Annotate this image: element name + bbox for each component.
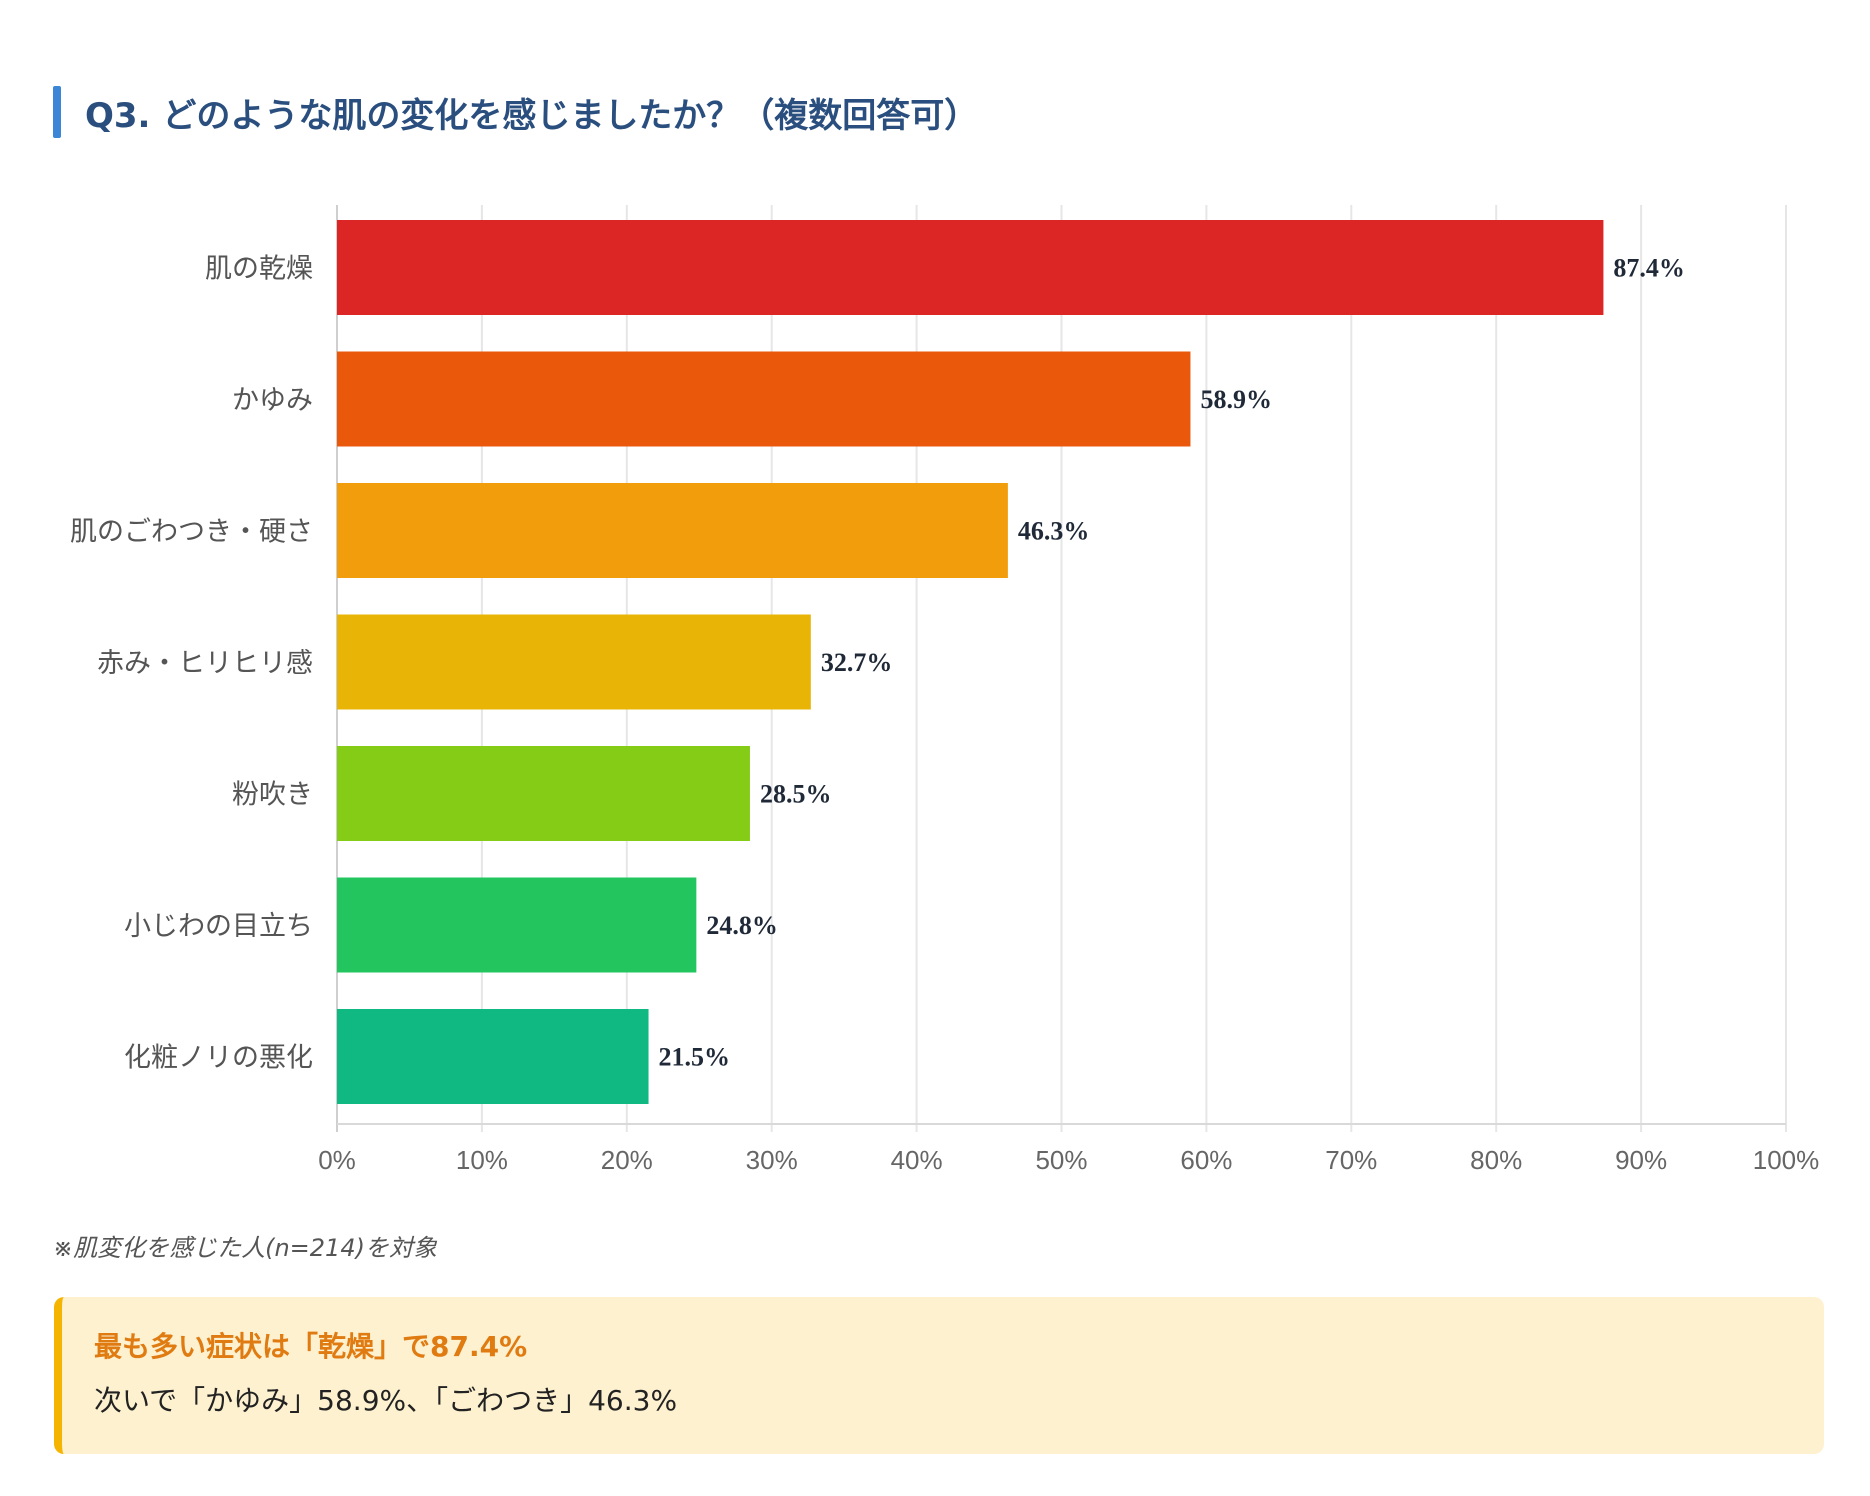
bar xyxy=(337,483,1008,578)
x-tick-label: 70% xyxy=(1325,1145,1377,1175)
bar-chart: 0% 10% 20% 30% 40% 50% 60% 70% 80% 90% 100% 肌の乾燥 87.… xyxy=(70,205,1820,1175)
page-title: Q3. どのような肌の変化を感じましたか？（複数回答可） xyxy=(85,95,979,136)
value-label: 87.4% xyxy=(1613,254,1685,283)
x-tick-label: 0% xyxy=(318,1145,356,1175)
x-tick-label: 80% xyxy=(1470,1145,1522,1175)
category-label: 赤み・ヒリヒリ感 xyxy=(97,648,313,679)
x-tick-label: 100% xyxy=(1753,1145,1820,1175)
value-label: 58.9% xyxy=(1200,385,1272,414)
bar xyxy=(337,220,1604,315)
title-accent-bar xyxy=(53,86,61,138)
value-label: 24.8% xyxy=(706,911,778,940)
bar xyxy=(337,614,811,710)
bar xyxy=(337,877,697,973)
value-label: 28.5% xyxy=(760,780,832,809)
value-label: 21.5% xyxy=(659,1043,731,1072)
category-label: 肌の乾燥 xyxy=(205,254,313,285)
x-tick-label: 30% xyxy=(746,1145,798,1175)
x-tick-label: 50% xyxy=(1035,1145,1087,1175)
bar xyxy=(337,1009,649,1104)
x-tick-label: 40% xyxy=(891,1145,943,1175)
category-label: 化粧ノリの悪化 xyxy=(124,1043,313,1074)
bar xyxy=(337,351,1191,447)
callout-title: 最も多い症状は「乾燥」で87.4% xyxy=(94,1330,528,1363)
x-tick-label: 20% xyxy=(601,1145,653,1175)
value-label: 46.3% xyxy=(1018,517,1089,546)
chart-title-block: Q3. どのような肌の変化を感じましたか？（複数回答可） xyxy=(53,86,978,138)
summary-callout: 最も多い症状は「乾燥」で87.4% 次いで「かゆみ」58.9%、「ごわつき」46… xyxy=(54,1297,1824,1454)
callout-body: 次いで「かゆみ」58.9%、「ごわつき」46.3% xyxy=(94,1384,678,1417)
value-label: 32.7% xyxy=(821,648,893,677)
category-label: 肌のごわつき・硬さ xyxy=(70,517,313,548)
category-label: かゆみ xyxy=(232,385,313,416)
sample-note: ※肌変化を感じた人(n=214)を対象 xyxy=(53,1234,437,1262)
x-tick-label: 90% xyxy=(1615,1145,1667,1175)
x-tick-label: 10% xyxy=(456,1145,508,1175)
category-label: 粉吹き xyxy=(232,780,313,811)
x-tick-label: 60% xyxy=(1180,1145,1232,1175)
category-label: 小じわの目立ち xyxy=(124,911,313,942)
bar xyxy=(337,746,750,841)
